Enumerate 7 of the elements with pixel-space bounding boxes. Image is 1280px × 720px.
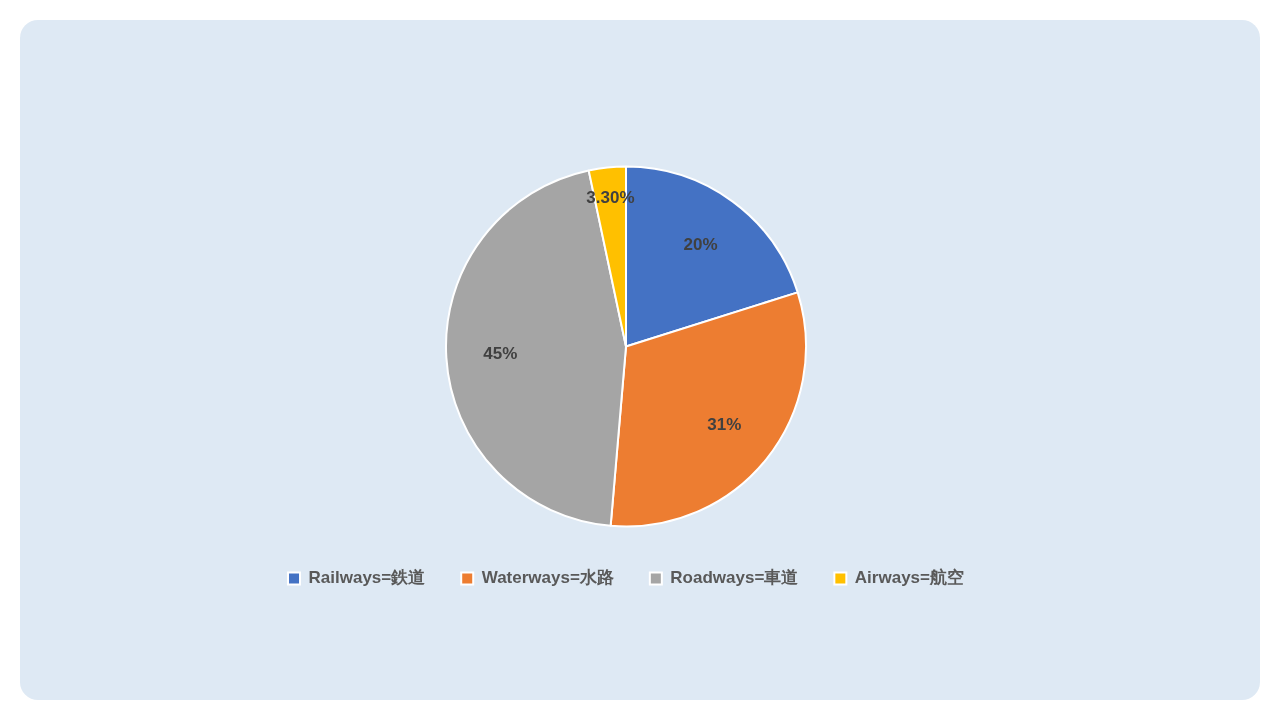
data-label: 31% [707, 414, 742, 434]
legend-label: Waterways=水路 [481, 568, 614, 588]
data-label: 45% [483, 343, 518, 363]
legend-label: Roadways=車道 [670, 568, 799, 588]
legend-label: Airways=航空 [854, 568, 964, 588]
data-label: 20% [683, 234, 718, 254]
legend-label: Railways=鉄道 [308, 568, 426, 588]
